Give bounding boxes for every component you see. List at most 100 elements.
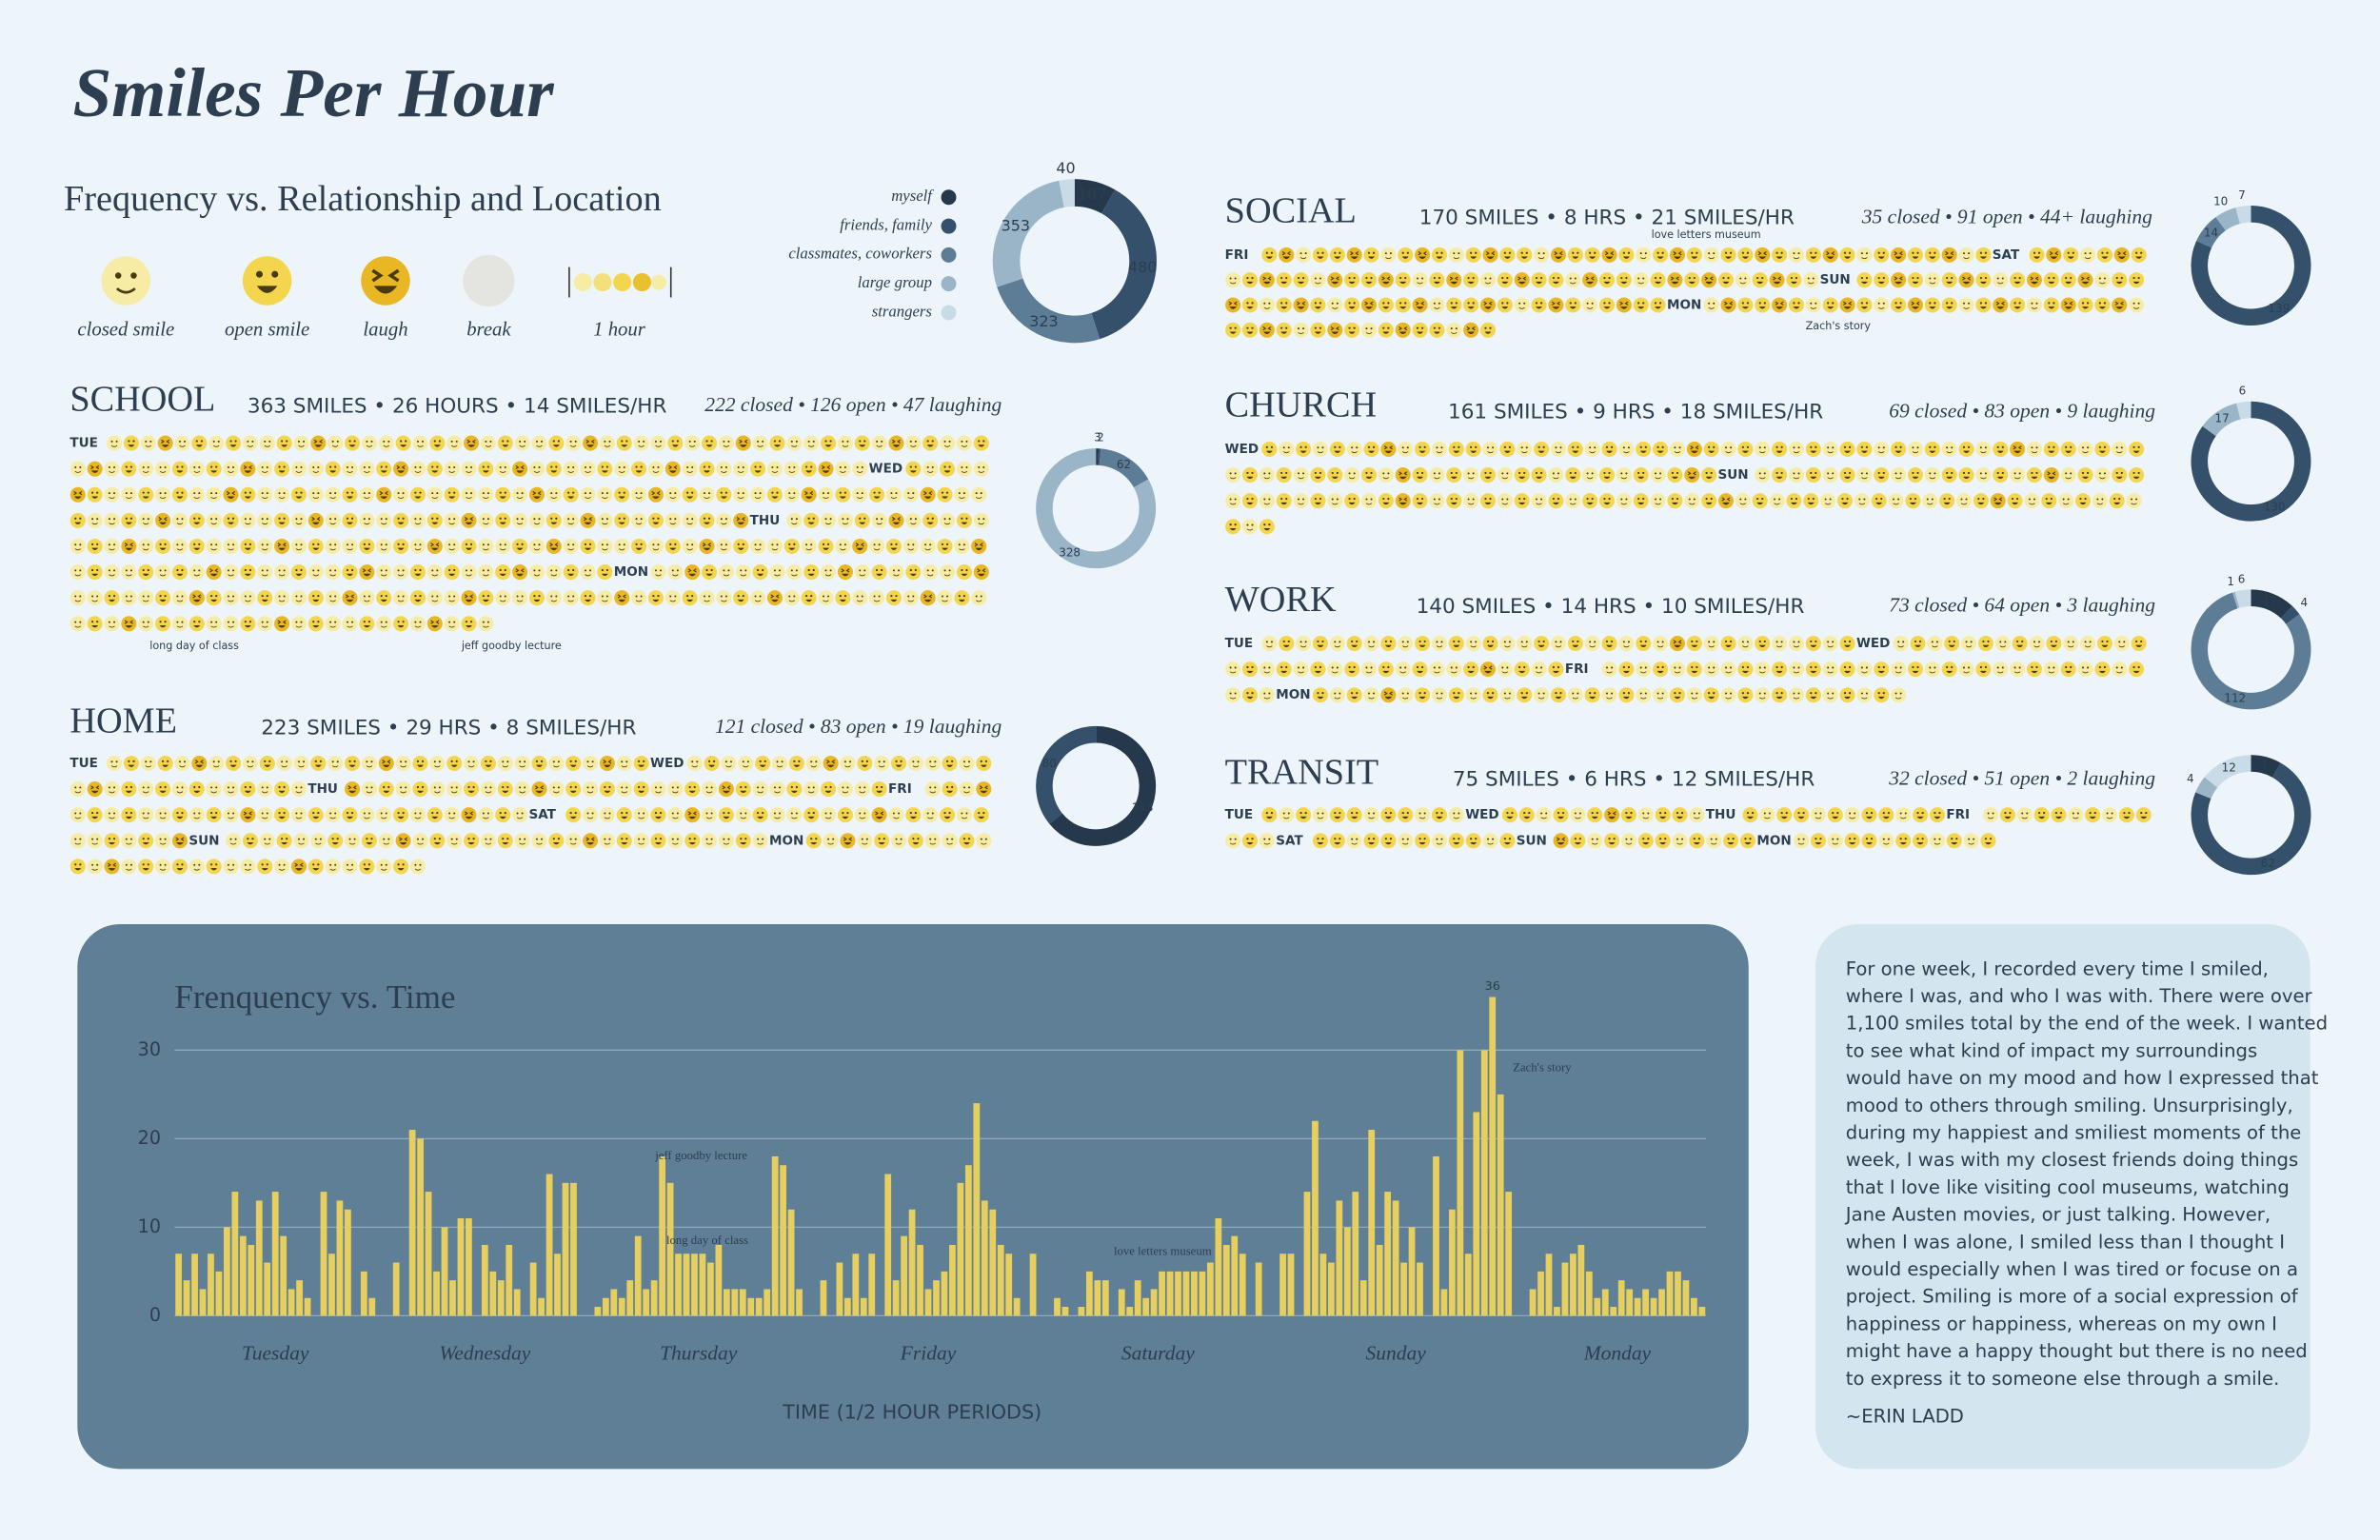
- smiley: [563, 461, 580, 478]
- smiley: [1844, 833, 1860, 849]
- smiley: [1259, 686, 1276, 703]
- smiley: [121, 461, 137, 477]
- smiley: [2060, 661, 2076, 678]
- smiley: [154, 512, 171, 529]
- smiley: [785, 435, 803, 452]
- smiley: [104, 590, 120, 606]
- smiley: [1448, 806, 1465, 823]
- smiley: [1326, 492, 1343, 509]
- smiley: [325, 563, 342, 581]
- smiley: [922, 563, 939, 581]
- smiley: [1547, 466, 1564, 484]
- smiley: [801, 486, 818, 503]
- smiley: [973, 563, 990, 581]
- note-line: to express it to someone else through a …: [1846, 1368, 2280, 1390]
- donut-label: 17: [2214, 411, 2229, 424]
- smiley: [463, 755, 480, 772]
- smiley: [188, 563, 206, 581]
- smiley: [1344, 493, 1360, 509]
- hour-icon: [568, 267, 672, 298]
- smiley: [545, 461, 562, 477]
- smiley: [376, 590, 392, 606]
- smiley: [256, 563, 273, 581]
- chart-panel: [77, 923, 1749, 1470]
- smiley: [1479, 322, 1497, 338]
- smiley: [293, 832, 309, 849]
- smiley: [392, 461, 409, 478]
- smiley: [1855, 686, 1873, 703]
- smiley: [1446, 493, 1462, 509]
- smiley: [106, 435, 123, 452]
- smiley: [1822, 441, 1839, 458]
- section-name: CHURCH: [1225, 385, 1377, 425]
- smiley: [1736, 635, 1754, 652]
- smiley: [1822, 661, 1839, 678]
- smiley: [1465, 635, 1482, 652]
- smiley: [1929, 832, 1946, 849]
- smiley: [361, 435, 378, 452]
- smiley: [922, 461, 939, 478]
- smiley: [1653, 247, 1669, 263]
- smiley: [327, 833, 344, 849]
- smiley: [307, 486, 325, 503]
- smiley: [752, 780, 769, 798]
- smiley: [682, 461, 699, 478]
- smiley: [290, 486, 307, 503]
- smiley: [2077, 441, 2093, 458]
- smiley: [837, 807, 853, 823]
- day-label: THU: [1706, 807, 1736, 822]
- smiley: [2007, 493, 2023, 509]
- smiley: [701, 780, 718, 798]
- smiley: [325, 486, 342, 503]
- smiley: [1701, 467, 1717, 484]
- smiley: [701, 832, 718, 849]
- bar: [618, 1297, 625, 1316]
- smiley: [788, 755, 804, 772]
- bar: [787, 1209, 795, 1316]
- smiley: [1412, 661, 1428, 678]
- smiley: [256, 538, 273, 555]
- smiley: [783, 461, 801, 478]
- smiley: [1581, 271, 1598, 288]
- smiley: [1894, 806, 1912, 823]
- smiley: [140, 755, 157, 772]
- donut-label: 4: [2187, 772, 2194, 785]
- smiley: [1601, 686, 1617, 703]
- smiley: [1448, 635, 1464, 652]
- smiley: [174, 755, 190, 772]
- bar: [1327, 1262, 1335, 1316]
- smiley: [596, 538, 613, 555]
- smiley: [104, 806, 120, 823]
- section-stats: 140 SMILES • 14 HRS • 10 SMILES/HR: [1417, 595, 1805, 619]
- smiley: [1810, 833, 1826, 849]
- smiley: [704, 755, 720, 772]
- smiley: [684, 806, 701, 823]
- smiley: [1958, 297, 1974, 313]
- bar: [1634, 1297, 1641, 1316]
- smiley: [375, 486, 392, 503]
- bar: [392, 1262, 400, 1316]
- smiley: [1514, 661, 1530, 678]
- smiley: [345, 755, 361, 772]
- section-breakdown: 69 closed • 83 open • 9 laughing: [1889, 400, 2155, 423]
- smiley: [1913, 833, 1929, 849]
- smiley: [1771, 635, 1788, 652]
- smiley: [1293, 297, 1310, 313]
- smiley: [783, 538, 800, 555]
- smiley: [120, 832, 137, 849]
- smiley: [1941, 441, 1958, 458]
- smiley: [274, 807, 290, 823]
- smiley: [1856, 441, 1873, 457]
- smiley: [464, 781, 480, 798]
- smiley: [1993, 467, 2009, 484]
- smiley: [699, 589, 715, 606]
- smiley: [616, 435, 632, 451]
- smiley: [922, 806, 939, 823]
- smiley: [684, 781, 701, 798]
- smiley: [580, 486, 596, 503]
- smiley: [973, 435, 989, 451]
- smiley: [755, 755, 771, 772]
- bar: [1287, 1254, 1295, 1316]
- smiley: [393, 859, 409, 875]
- smiley: [818, 461, 834, 478]
